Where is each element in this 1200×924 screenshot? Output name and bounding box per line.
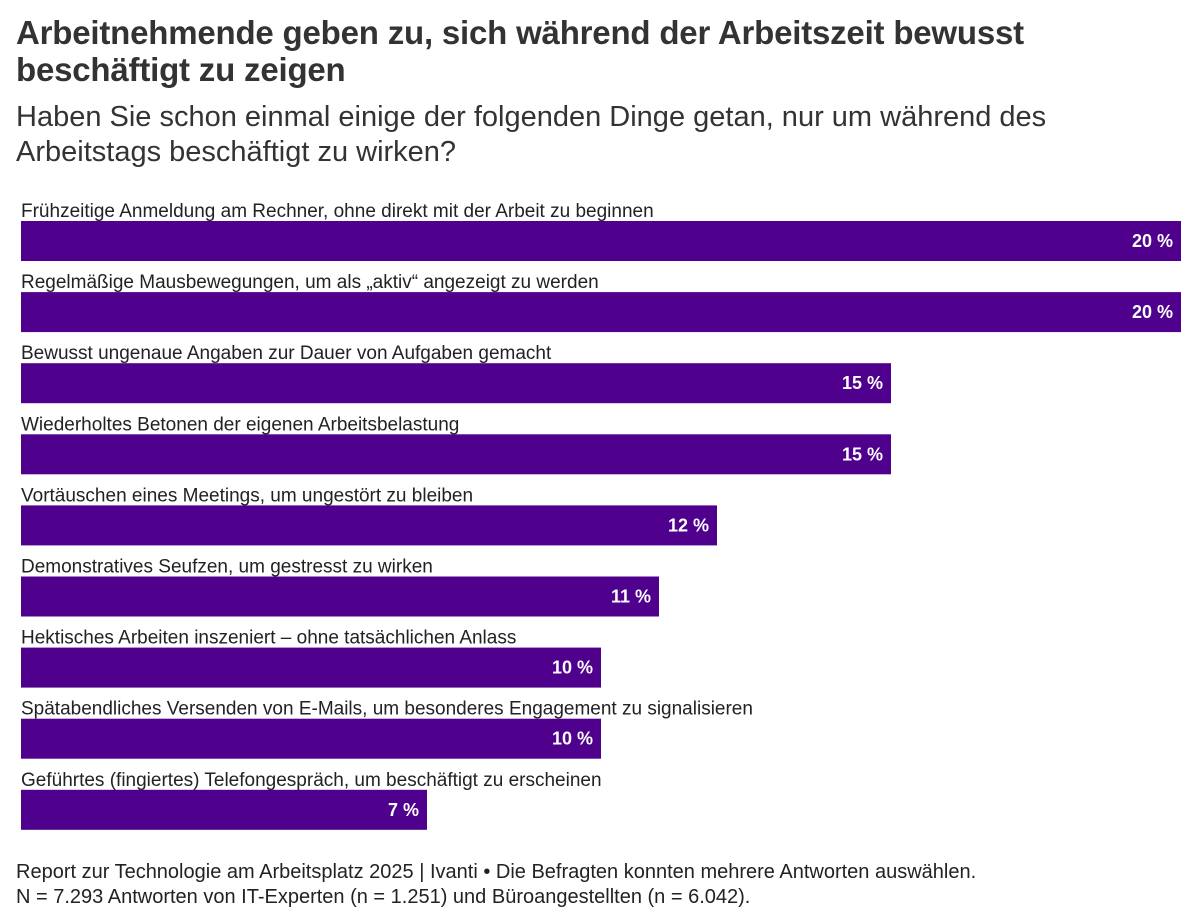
bar xyxy=(21,363,891,404)
bar-category-label: Wiederholtes Betonen der eigenen Arbeits… xyxy=(21,414,459,435)
bar-value-label: 10 % xyxy=(552,729,593,749)
bar xyxy=(21,434,891,475)
bar-category-label: Vortäuschen eines Meetings, um ungestört… xyxy=(21,485,473,506)
bar-value-label: 12 % xyxy=(668,515,709,535)
bar xyxy=(21,647,601,688)
bar xyxy=(21,221,1181,261)
bar-value-label: 20 % xyxy=(1132,231,1173,251)
bar-value-label: 20 % xyxy=(1132,302,1173,322)
bar xyxy=(21,292,1181,333)
chart-subtitle: Haben Sie schon einmal einige der folgen… xyxy=(16,101,1047,168)
bar xyxy=(21,505,717,546)
bar xyxy=(21,789,427,830)
bar-category-label: Geführtes (fingiertes) Telefongespräch, … xyxy=(21,770,602,791)
bar-value-label: 11 % xyxy=(611,587,651,607)
bar-category-label: Spätabendliches Versenden von E-Mails, u… xyxy=(21,699,753,720)
bar-category-label: Hektisches Arbeiten inszeniert – ohne ta… xyxy=(21,628,516,649)
footer-source: Report zur Technologie am Arbeitsplatz 2… xyxy=(16,861,977,883)
footer-sample: N = 7.293 Antworten von IT-Experten (n =… xyxy=(16,886,751,908)
bar xyxy=(21,718,601,759)
bar-category-label: Regelmäßige Mausbewegungen, um als „akti… xyxy=(21,272,599,293)
bar-category-label: Frühzeitige Anmeldung am Rechner, ohne d… xyxy=(21,201,654,222)
bar-value-label: 15 % xyxy=(842,444,883,464)
bar-value-label: 15 % xyxy=(842,373,883,393)
bar-category-label: Demonstratives Seufzen, um gestresst zu … xyxy=(21,557,433,578)
bar-value-label: 10 % xyxy=(552,658,593,678)
bar-value-label: 7 % xyxy=(388,800,419,820)
bar-category-label: Bewusst ungenaue Angaben zur Dauer von A… xyxy=(21,343,552,364)
bar-chart: Frühzeitige Anmeldung am Rechner, ohne d… xyxy=(21,201,1181,830)
chart-title: Arbeitnehmende geben zu, sich während de… xyxy=(16,14,1024,88)
chart-footer: Report zur Technologie am Arbeitsplatz 2… xyxy=(16,860,1186,910)
bar xyxy=(21,576,659,617)
